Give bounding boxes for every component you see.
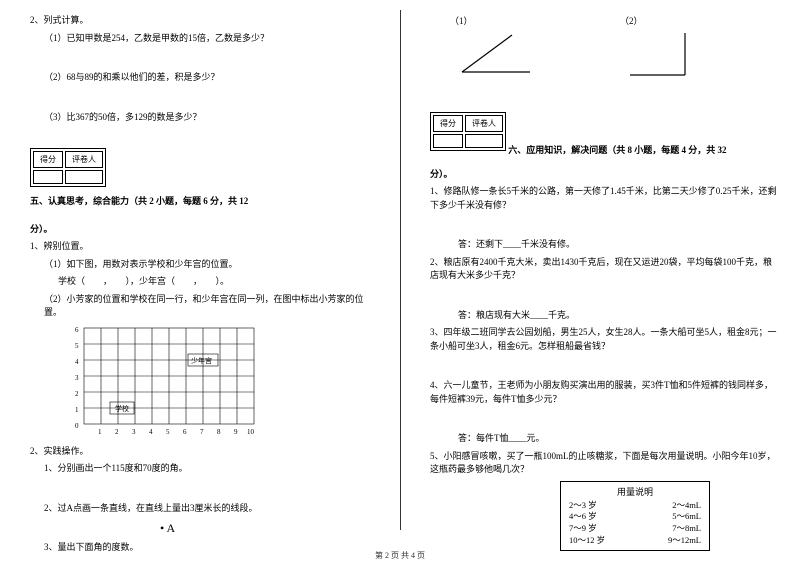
svg-text:0: 0 [75,422,79,430]
usage-title: 用量说明 [569,485,701,498]
section-5-wrap: 五、认真思考，综合能力（共 2 小题，每题 6 分，共 12 [30,195,380,209]
grid-chart: 6 5 4 3 2 1 0 1 2 3 4 5 6 7 8 9 10 少年宫 学校 [70,324,380,441]
q2-2: （2）68与89的和乘以他们的差，积是多少？ [44,71,380,85]
label-xx: 学校 [115,404,129,413]
section-6-title: 六、应用知识，解决问题（共 8 小题，每题 4 分，共 32 [508,145,726,155]
r-q1: 1、修路队修一条长5千米的公路，第一天修了1.45千米，比第二天少修了0.25千… [430,185,780,212]
svg-text:8: 8 [217,428,221,436]
q2b-2: 2、过A点画一条直线，在直线上量出3厘米长的线段。 [44,502,380,516]
svg-text:6: 6 [183,428,187,436]
r-q4: 4、六一儿童节，王老师为小朋友购买演出用的服装，买3件T恤和5件短裤的钱同样多，… [430,379,780,406]
q2-3: （3）比367的50倍，多129的数是多少？ [44,111,380,125]
q1-2: （2）小芳家的位置和学校在同一行，和少年宫在同一列，在图中标出小芳家的位置。 [44,293,380,320]
svg-text:4: 4 [149,428,153,436]
right-column: （1） （2） 得分 评卷人 六、应用知识，解决问题（共 [400,0,800,540]
q2b: 2、实践操作。 [30,445,380,459]
q2: 2、列式计算。 [30,14,380,28]
q1-1: （1）如下图，用数对表示学校和少年宫的位置。 [44,258,380,272]
point-a: • A [160,519,380,537]
usage-box: 用量说明 2～3 岁2～4mL 4～6 岁5～6mL 7～9 岁7～8mL 10… [560,481,710,552]
score-h2: 评卷人 [65,151,103,168]
score-h2-r: 评卷人 [465,115,503,132]
svg-text:1: 1 [98,428,102,436]
svg-text:4: 4 [75,358,79,366]
r-a2: 答：粮店现有大米____千克。 [458,309,780,323]
label-syg: 少年宫 [191,356,212,365]
svg-text:2: 2 [115,428,119,436]
r-q3: 3、四年级二班同学去公园划船，男生25人，女生28人。一条大船可坐5人，租金8元… [430,326,780,353]
angle2-svg [620,27,700,82]
angle1-svg [450,27,540,82]
angle-figures: （1） （2） [450,14,780,84]
svg-text:9: 9 [234,428,238,436]
usage-row: 7～9 岁7～8mL [569,523,701,535]
svg-text:5: 5 [166,428,170,436]
r-q5: 5、小阳感冒咳嗽，买了一瓶100mL的止咳糖浆，下面是每次用量说明。小阳今年10… [430,450,780,477]
grid-svg: 6 5 4 3 2 1 0 1 2 3 4 5 6 7 8 9 10 少年宫 学校 [70,324,270,439]
svg-text:10: 10 [247,428,255,436]
svg-text:3: 3 [132,428,136,436]
page-footer: 第 2 页 共 4 页 [0,550,800,561]
fig2-label: （2） [620,14,700,27]
svg-text:5: 5 [75,342,79,350]
section-5-title: 五、认真思考，综合能力（共 2 小题，每题 6 分，共 12 [30,195,248,209]
usage-row: 2～3 岁2～4mL [569,500,701,512]
svg-text:6: 6 [75,326,79,334]
score-box-6: 得分 评卷人 [430,112,506,151]
svg-text:1: 1 [75,406,79,414]
r-q2: 2、粮店原有2400千克大米，卖出1430千克后，现在又运进20袋，平均每袋10… [430,256,780,283]
q1-1b: 学校（ ， ），少年宫（ ， ）。 [58,275,380,289]
usage-row: 10～12 岁9～12mL [569,535,701,547]
q1: 1、辨别位置。 [30,240,380,254]
column-divider [400,10,401,530]
svg-text:2: 2 [75,390,79,398]
usage-row: 4～6 岁5～6mL [569,511,701,523]
left-column: 2、列式计算。 （1）已知甲数是254，乙数是甲数的15倍，乙数是多少？ （2）… [0,0,400,540]
score-box-5: 得分 评卷人 [30,148,106,187]
q2-1: （1）已知甲数是254，乙数是甲数的15倍，乙数是多少？ [44,32,380,46]
svg-text:3: 3 [75,374,79,382]
score-h1: 得分 [33,151,63,168]
score-h1-r: 得分 [433,115,463,132]
fig1-label: （1） [450,14,540,27]
fig1: （1） [450,14,540,84]
q2b-1: 1、分别画出一个115度和70度的角。 [44,462,380,476]
r-a1: 答：还剩下____千米没有修。 [458,238,780,252]
fen-5: 分）。 [30,224,53,234]
fig2: （2） [620,14,700,84]
fen-6: 分）。 [430,169,453,179]
svg-text:7: 7 [200,428,204,436]
r-a4: 答：每件T恤____元。 [458,432,780,446]
